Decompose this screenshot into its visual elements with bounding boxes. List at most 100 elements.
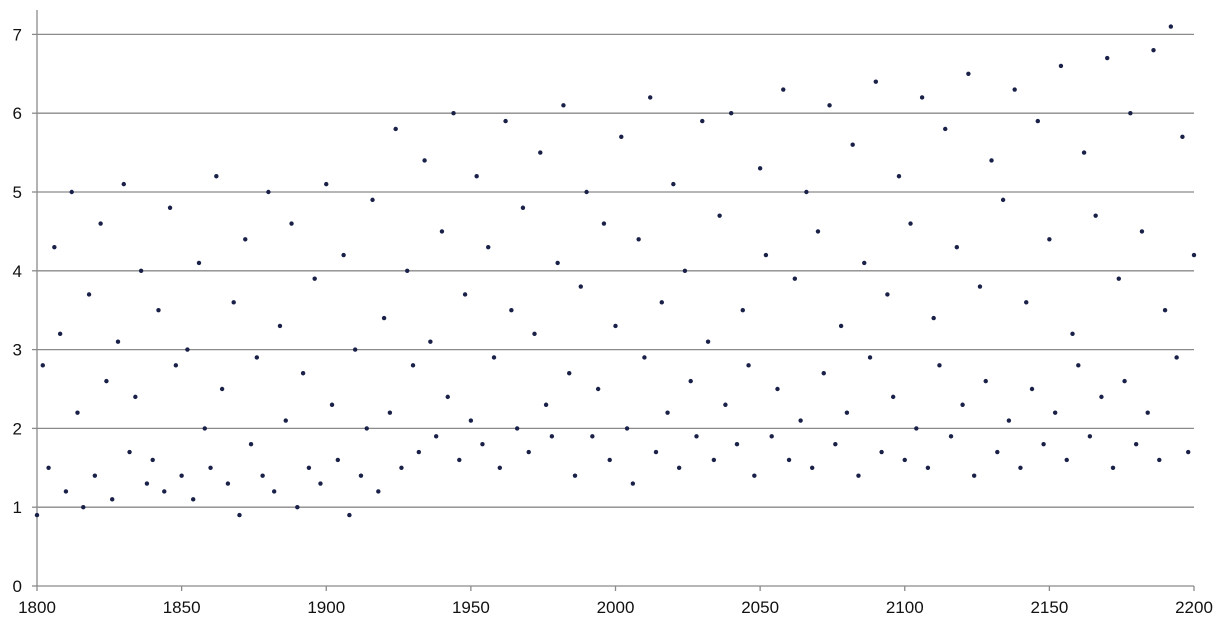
data-point bbox=[266, 189, 271, 195]
data-point bbox=[781, 87, 786, 92]
data-point bbox=[1041, 441, 1046, 447]
data-point bbox=[474, 174, 479, 179]
data-point bbox=[711, 457, 717, 463]
data-point bbox=[1174, 355, 1179, 360]
data-point bbox=[688, 378, 693, 384]
data-point bbox=[543, 402, 549, 407]
data-point bbox=[908, 221, 913, 226]
data-point bbox=[352, 347, 358, 352]
data-point bbox=[601, 221, 607, 226]
data-point bbox=[1191, 252, 1197, 258]
data-point bbox=[798, 418, 803, 423]
data-point bbox=[202, 426, 207, 431]
data-point bbox=[439, 229, 445, 234]
data-point bbox=[659, 300, 664, 305]
data-point bbox=[1006, 418, 1012, 423]
data-point bbox=[775, 386, 780, 392]
data-point bbox=[613, 323, 618, 329]
data-point bbox=[1081, 150, 1087, 155]
data-point bbox=[214, 174, 219, 179]
data-point bbox=[1133, 441, 1139, 447]
data-point bbox=[491, 355, 497, 360]
data-point bbox=[150, 457, 155, 463]
data-point bbox=[746, 363, 751, 368]
data-point bbox=[133, 394, 138, 400]
data-point bbox=[763, 252, 769, 258]
data-point bbox=[983, 378, 988, 384]
y-tick-label: 3 bbox=[13, 341, 22, 360]
data-point bbox=[624, 426, 630, 431]
data-point bbox=[1099, 394, 1104, 400]
data-point bbox=[46, 465, 51, 470]
data-points bbox=[34, 24, 1197, 518]
data-point bbox=[312, 276, 317, 281]
x-tick-label: 2150 bbox=[1030, 598, 1068, 617]
data-point bbox=[405, 268, 410, 273]
data-point bbox=[393, 126, 398, 132]
data-point bbox=[358, 473, 364, 478]
data-point bbox=[162, 489, 167, 494]
data-point bbox=[873, 79, 879, 84]
y-tick-label: 4 bbox=[13, 262, 22, 281]
data-point bbox=[514, 426, 520, 431]
data-point bbox=[966, 71, 971, 77]
data-point bbox=[769, 434, 774, 439]
data-point bbox=[324, 181, 329, 187]
x-tick-label: 2100 bbox=[886, 598, 924, 617]
data-point bbox=[121, 181, 126, 187]
data-point bbox=[1070, 331, 1075, 337]
data-point bbox=[497, 465, 502, 470]
data-point bbox=[341, 252, 346, 258]
data-point bbox=[1151, 47, 1156, 53]
data-point bbox=[844, 410, 850, 415]
data-point bbox=[86, 292, 92, 297]
data-point bbox=[700, 118, 705, 124]
data-point bbox=[630, 481, 636, 486]
data-point bbox=[318, 481, 323, 486]
data-point bbox=[804, 189, 809, 195]
data-point bbox=[815, 229, 821, 234]
data-point bbox=[1168, 24, 1174, 29]
data-point bbox=[92, 473, 98, 478]
data-point bbox=[190, 497, 196, 502]
data-point bbox=[885, 292, 890, 297]
data-point bbox=[167, 205, 173, 210]
data-point bbox=[1064, 457, 1069, 463]
data-point bbox=[1024, 300, 1029, 305]
data-point bbox=[104, 378, 109, 384]
data-point bbox=[225, 481, 231, 486]
data-point bbox=[809, 465, 815, 470]
x-tick-labels: 1800 1850 1900 1950 2000 2050 2100 2150 2200 bbox=[18, 598, 1213, 617]
data-point bbox=[862, 260, 867, 266]
y-tick-label: 6 bbox=[13, 104, 22, 123]
data-point bbox=[729, 111, 734, 116]
data-point bbox=[156, 308, 161, 313]
data-point bbox=[457, 457, 462, 463]
data-point bbox=[277, 323, 283, 329]
data-point bbox=[595, 386, 601, 392]
data-point bbox=[734, 441, 740, 447]
data-point bbox=[433, 434, 439, 439]
data-point bbox=[925, 465, 931, 470]
data-point bbox=[549, 434, 555, 439]
data-point bbox=[584, 189, 589, 195]
data-point bbox=[723, 402, 728, 407]
data-point bbox=[34, 512, 40, 518]
data-point bbox=[1012, 87, 1017, 92]
data-point bbox=[1157, 457, 1162, 463]
data-point bbox=[619, 134, 624, 140]
data-point bbox=[827, 103, 832, 108]
data-point bbox=[578, 284, 583, 289]
data-point bbox=[943, 126, 948, 132]
data-point bbox=[752, 473, 757, 478]
data-point bbox=[75, 410, 80, 415]
data-point bbox=[1186, 449, 1191, 455]
data-point bbox=[486, 244, 491, 250]
data-point bbox=[1000, 197, 1006, 203]
x-tick-label: 2200 bbox=[1175, 598, 1213, 617]
data-point bbox=[960, 402, 965, 407]
data-point bbox=[347, 512, 352, 518]
data-point bbox=[636, 237, 641, 242]
data-point bbox=[69, 189, 74, 195]
data-point bbox=[682, 268, 688, 273]
